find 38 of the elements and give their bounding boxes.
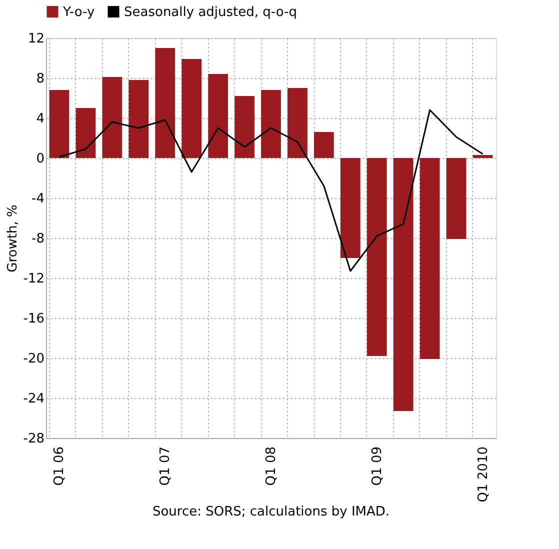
y-tick-label: 0 <box>36 152 44 166</box>
y-tick-label: 12 <box>28 32 44 46</box>
bar <box>49 90 70 158</box>
bar <box>393 158 414 411</box>
bar <box>288 88 308 158</box>
bar <box>420 158 440 359</box>
bar <box>234 96 254 158</box>
y-tick-label: -8 <box>32 232 44 246</box>
bar <box>155 48 176 158</box>
line-series <box>58 109 484 272</box>
bar <box>208 74 228 158</box>
bar <box>314 132 334 158</box>
y-tick-label: -20 <box>23 352 44 366</box>
bar <box>472 155 493 158</box>
y-axis-title: Growth, % <box>5 204 20 272</box>
y-tick-label: -16 <box>23 312 44 326</box>
bar <box>102 77 122 158</box>
x-tick-label: Q1 08 <box>264 446 279 486</box>
legend-label: Y-o-y <box>62 4 95 20</box>
y-tick-label: 4 <box>36 112 44 126</box>
y-tick-label: -4 <box>32 192 44 206</box>
bar <box>446 158 466 239</box>
legend-label: Seasonally adjusted, q-o-q <box>124 4 297 20</box>
y-tick-label: 8 <box>36 72 44 86</box>
x-tick-label: Q1 2010 <box>476 446 491 502</box>
x-tick-label: Q1 07 <box>158 446 174 486</box>
x-tick-label: Q1 09 <box>370 446 385 486</box>
y-tick-label: -28 <box>23 432 44 446</box>
bar <box>182 59 202 158</box>
bar <box>340 158 360 258</box>
y-tick-label: -12 <box>23 272 44 286</box>
source-note: Source: SORS; calculations by IMAD. <box>152 504 390 520</box>
bar <box>261 90 281 158</box>
bar <box>76 108 96 158</box>
x-tick-label: Q1 06 <box>52 446 68 486</box>
bar <box>128 80 149 158</box>
y-tick-label: -24 <box>23 392 44 406</box>
bar <box>366 158 387 356</box>
